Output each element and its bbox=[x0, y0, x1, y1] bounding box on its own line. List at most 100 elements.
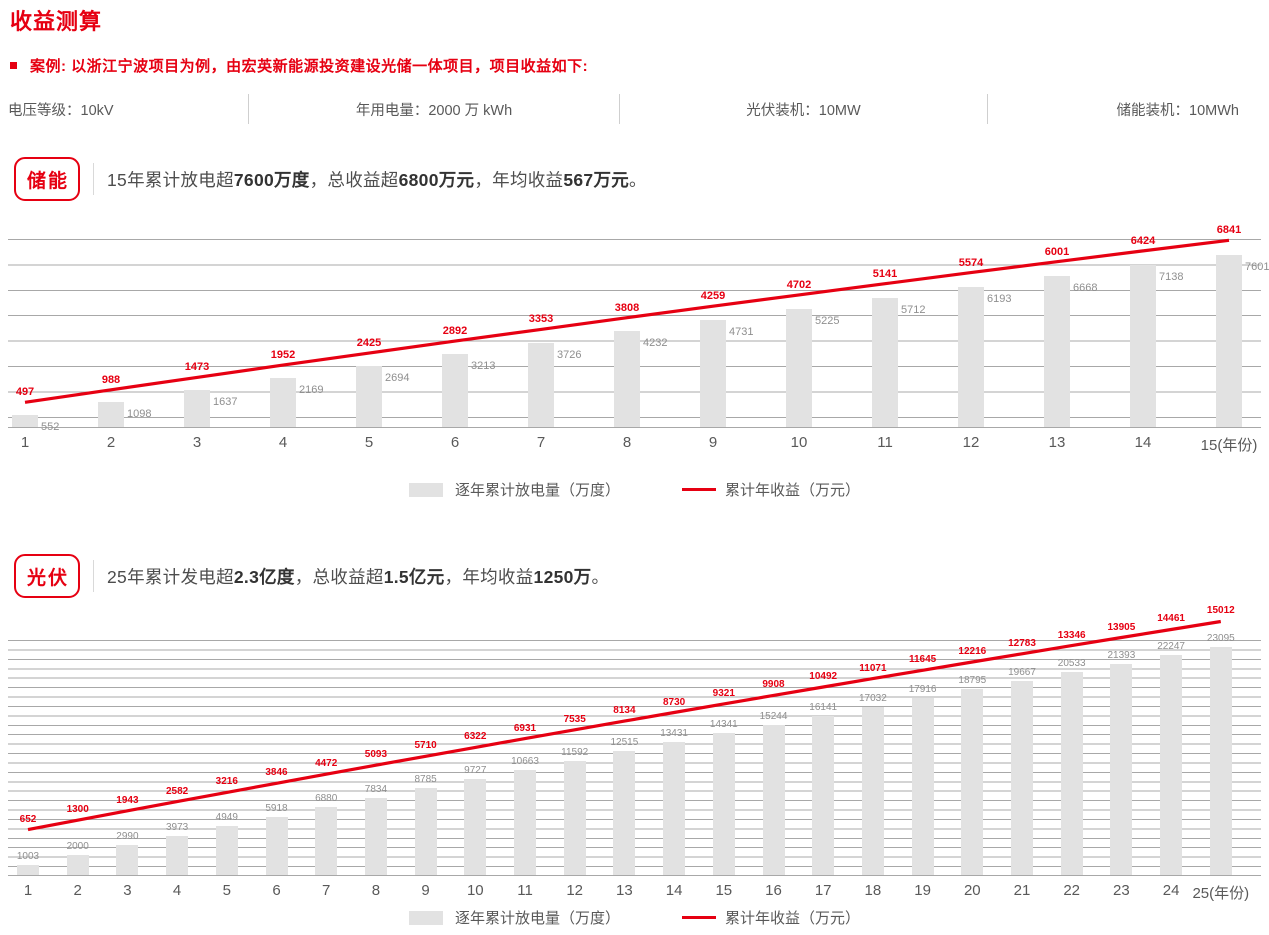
x-axis-label: 14 bbox=[665, 882, 683, 899]
x-axis-label: 18 bbox=[864, 882, 882, 899]
line-value-label: 7535 bbox=[563, 713, 586, 725]
x-axis-label: 17 bbox=[814, 882, 832, 899]
bar bbox=[12, 415, 38, 427]
bar bbox=[1130, 265, 1156, 427]
bar bbox=[613, 751, 636, 875]
param-label: 光伏装机： bbox=[746, 102, 819, 119]
line-value-label: 14461 bbox=[1157, 613, 1185, 625]
bar bbox=[364, 798, 387, 875]
headline-segment: 。 bbox=[591, 566, 610, 587]
line-value-label: 1300 bbox=[66, 804, 89, 816]
bar-value-label: 21393 bbox=[1107, 650, 1136, 661]
line-value-label: 1952 bbox=[270, 349, 296, 362]
bar-series-label: 逐年累计放电量（万度） bbox=[454, 482, 620, 499]
line-value-label: 4259 bbox=[700, 290, 726, 303]
x-axis-label: 21 bbox=[1013, 882, 1031, 899]
param-value: 2000 万 kWh bbox=[428, 102, 513, 119]
headline-segment: 6800万元 bbox=[398, 169, 475, 190]
bar bbox=[911, 698, 934, 875]
storage-section-header: 储能 15年累计放电超7600万度，总收益超6800万元，年均收益567万元。 bbox=[14, 157, 647, 201]
param-storage-capacity: 储能装机：10MWh bbox=[988, 99, 1269, 120]
line-value-label: 8134 bbox=[613, 705, 636, 717]
bar-value-label: 10663 bbox=[511, 756, 539, 767]
bar bbox=[712, 733, 735, 875]
bar bbox=[1209, 647, 1232, 875]
line-value-label: 5710 bbox=[414, 740, 437, 752]
line-value-label: 988 bbox=[101, 373, 121, 386]
bar-value-label: 17032 bbox=[858, 693, 887, 704]
headline-segment: ，总收益超 bbox=[294, 566, 384, 587]
line-value-label: 15012 bbox=[1206, 605, 1235, 617]
bar bbox=[315, 807, 338, 875]
bar-series-label: 逐年累计放电量（万度） bbox=[454, 910, 620, 927]
x-axis-label: 14 bbox=[1134, 434, 1152, 451]
line-value-label: 3846 bbox=[265, 767, 288, 779]
x-axis-label: 8 bbox=[371, 882, 381, 899]
line-value-label: 3216 bbox=[215, 776, 238, 788]
line-series-label: 累计年收益（万元） bbox=[725, 482, 861, 499]
param-value: 10MWh bbox=[1189, 102, 1239, 119]
bar-value-label: 12515 bbox=[610, 737, 639, 748]
param-label: 年用电量： bbox=[355, 102, 429, 119]
x-axis-label: 11 bbox=[877, 434, 893, 451]
bar-value-label: 552 bbox=[41, 421, 60, 433]
line-value-label: 5093 bbox=[364, 749, 388, 761]
line-value-label: 3353 bbox=[528, 313, 554, 326]
line-value-label: 6424 bbox=[1130, 234, 1156, 247]
x-axis-label: 8 bbox=[622, 434, 632, 451]
bar bbox=[184, 390, 210, 427]
line-value-label: 10492 bbox=[809, 670, 838, 682]
x-axis-label: 3 bbox=[192, 434, 202, 451]
bar bbox=[356, 366, 382, 427]
x-axis-label: 13 bbox=[1048, 434, 1066, 451]
line-value-label: 13905 bbox=[1107, 621, 1136, 633]
headline-segment: 2.3亿度 bbox=[233, 566, 295, 587]
x-axis-label: 12 bbox=[962, 434, 980, 451]
bar bbox=[861, 707, 884, 875]
bar-value-label: 4232 bbox=[643, 337, 668, 349]
line-value-label: 8730 bbox=[662, 696, 686, 708]
bar-value-label: 9727 bbox=[464, 765, 487, 776]
storage-badge: 储能 bbox=[14, 157, 80, 201]
x-axis-label: 15(年份) bbox=[1200, 437, 1258, 454]
project-params-bar: 电压等级：10kV 年用电量：2000 万 kWh 光伏装机：10MW 储能装机… bbox=[0, 90, 1269, 128]
bar bbox=[614, 331, 640, 427]
headline-segment: 1250万 bbox=[533, 566, 592, 587]
headline-segment: 1.5亿元 bbox=[383, 566, 445, 587]
bar bbox=[762, 725, 785, 875]
bar bbox=[1044, 276, 1070, 427]
x-axis-label: 1 bbox=[20, 434, 30, 451]
bar bbox=[98, 402, 124, 427]
page-title: 收益测算 bbox=[10, 9, 103, 34]
x-axis-label: 5 bbox=[222, 882, 231, 899]
bar-value-label: 17916 bbox=[908, 684, 937, 695]
bar-value-label: 8785 bbox=[414, 774, 437, 785]
pv-headline: 25年累计发电超2.3亿度，总收益超1.5亿元，年均收益1250万。 bbox=[107, 564, 609, 589]
x-axis-label: 4 bbox=[172, 882, 182, 899]
x-axis-label: 16 bbox=[765, 882, 782, 899]
x-axis-label: 4 bbox=[278, 434, 288, 451]
bullet-marker-icon bbox=[10, 62, 17, 69]
bar-series-swatch bbox=[408, 910, 443, 925]
case-bullet-text: 案例: 以浙江宁波项目为例，由宏英新能源投资建设光储一体项目，项目收益如下: bbox=[30, 58, 589, 75]
param-value: 10MW bbox=[818, 102, 861, 119]
bar bbox=[1216, 255, 1242, 427]
headline-segment: ，年均收益 bbox=[474, 169, 564, 190]
bar-value-label: 3213 bbox=[471, 360, 496, 372]
bar bbox=[872, 298, 898, 427]
param-annual-consumption: 年用电量：2000 万 kWh bbox=[249, 99, 619, 120]
x-axis-label: 10 bbox=[790, 434, 808, 451]
param-label: 电压等级： bbox=[8, 102, 81, 119]
bar bbox=[786, 309, 812, 427]
x-axis-label: 20 bbox=[963, 882, 981, 899]
line-value-label: 13346 bbox=[1057, 629, 1086, 641]
headline-segment: 15年累计放电超 bbox=[107, 169, 234, 190]
line-series-label: 累计年收益（万元） bbox=[725, 910, 861, 927]
bar-value-label: 4949 bbox=[215, 812, 238, 823]
bar-value-label: 3726 bbox=[557, 349, 582, 361]
storage-chart: 552 1 497 1098 2 988 1637 3 1473 2169 4 1952 2694 5 24… bbox=[8, 224, 1269, 454]
bar-series-swatch bbox=[408, 482, 443, 497]
bar bbox=[514, 770, 536, 875]
x-axis-label: 11 bbox=[517, 882, 533, 899]
bar-value-label: 7834 bbox=[364, 784, 388, 795]
